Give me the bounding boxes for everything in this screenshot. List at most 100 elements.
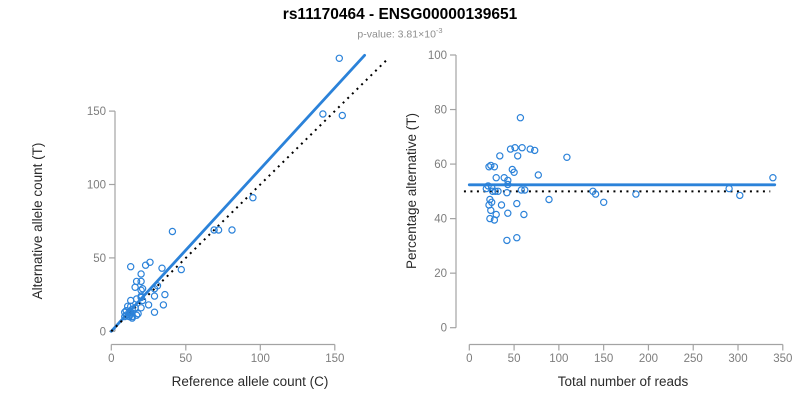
data-point [503,188,511,197]
data-point [492,173,500,182]
data-point [159,301,168,309]
y-axis-title: Percentage alternative (T) [404,113,419,269]
data-point [150,308,159,316]
data-point [531,146,539,155]
data-point [488,187,497,195]
data-point [134,310,142,318]
data-point [153,282,162,290]
data-point [338,111,346,120]
data-point [545,195,553,204]
x-tick-label: 50 [508,353,521,365]
data-point [168,227,177,236]
data-point [138,296,147,305]
data-point [769,173,777,182]
data-point [249,193,257,202]
pvalue-exponent: -3 [435,26,443,35]
data-point [725,184,733,193]
x-axis-title: Total number of reads [558,374,689,389]
data-point [126,263,135,271]
data-point [516,113,525,122]
data-point [228,226,236,234]
data-point [210,226,218,234]
data-point [137,277,145,286]
data-point [736,191,744,200]
x-tick-label: 100 [549,353,568,365]
y-tick-label: 20 [434,268,447,280]
data-point [491,187,499,195]
y-tick-label: 100 [428,50,447,62]
data-point [518,143,526,152]
data-point [482,184,490,193]
x-tick-label: 0 [108,353,114,365]
data-point [504,176,512,185]
x-tick-label: 0 [466,353,472,365]
data-point [177,265,185,274]
x-tick-label: 150 [325,353,344,365]
y-tick-label: 0 [100,326,106,338]
y-tick-label: 60 [434,159,447,171]
data-point [138,285,147,293]
data-point [137,270,145,278]
x-tick-label: 300 [728,353,747,365]
data-point [526,145,534,153]
data-point [335,54,343,63]
x-tick-label: 100 [251,353,270,365]
data-point [494,187,502,195]
data-point [511,143,519,152]
data-point [504,180,512,189]
y-tick-label: 150 [87,106,106,118]
data-point [487,206,495,215]
data-point [514,152,522,160]
data-point [146,258,154,266]
data-point [487,161,495,170]
x-tick-label: 350 [773,353,792,365]
data-point [161,290,169,299]
data-point [158,264,166,272]
x-tick-label: 50 [179,353,192,365]
data-point [150,292,159,300]
data-point [510,168,518,176]
data-point [513,233,521,242]
data-point [504,209,512,217]
data-point [132,311,141,319]
y-axis-title: Alternative allele count (T) [30,143,45,300]
data-point [496,152,504,160]
data-point [131,283,139,291]
data-point [513,199,521,208]
x-tick-label: 150 [594,353,613,365]
data-point [632,190,640,198]
percentage-vs-reads-scatter-panel: 0 50 100 150 200 250 300 350 0 20 40 60 80 100 Total n… [404,50,792,389]
x-tick-label: 200 [639,353,658,365]
data-point [319,110,327,118]
data-point [497,201,506,209]
data-point [520,210,528,219]
data-point [506,145,515,153]
data-point [517,186,526,194]
data-point [486,214,494,223]
data-point [521,186,529,194]
y-tick-label: 0 [441,323,447,335]
y-tick-label: 40 [434,214,447,226]
data-point [132,277,141,286]
data-point [137,286,145,294]
figure-subtitle: p-value: 3.81×10-3 [0,26,800,41]
x-tick-label: 250 [684,353,703,365]
y-tick-label: 50 [93,253,106,265]
x-axis-title: Reference allele count (C) [172,374,329,389]
data-point [534,171,543,179]
data-point [490,216,499,224]
data-point [490,163,499,171]
data-point [214,226,223,234]
data-point [503,236,511,245]
pvalue-text: p-value: 3.81×10 [357,28,436,41]
data-point [144,301,153,309]
data-point [600,198,608,206]
data-point [485,163,493,171]
y-tick-label: 100 [87,180,106,192]
figure-title: rs11170464 - ENSG00000139651 [282,6,518,23]
fitted-proportion-line [109,53,367,333]
data-point [563,153,571,161]
data-point [137,304,145,312]
allele-count-scatter-panel: 0 50 100 150 0 50 100 150 Reference allele count… [30,53,388,389]
